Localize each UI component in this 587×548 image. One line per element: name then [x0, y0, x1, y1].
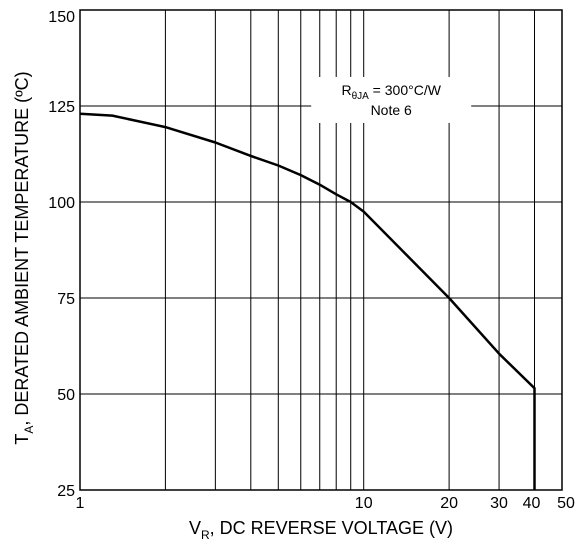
- y-tick-label: 150: [48, 9, 75, 26]
- y-tick-label: 50: [57, 387, 75, 404]
- x-tick-label: 10: [355, 495, 373, 512]
- annotation-rthja-subscript: θJA: [352, 91, 370, 102]
- annotation-box: RθJA = 300°C/W Note 6: [311, 76, 472, 123]
- annotation-note: Note 6: [371, 102, 412, 118]
- x-tick-label: 40: [523, 495, 541, 512]
- x-tick-label: 30: [490, 495, 508, 512]
- x-tick-labels: 1 10 20 30 40 50: [76, 495, 575, 512]
- series-line: [79, 112, 536, 490]
- y-tick-label: 100: [48, 195, 75, 212]
- y-tick-label: 125: [48, 99, 75, 116]
- series-group: [79, 112, 536, 490]
- x-tick-label: 50: [557, 495, 575, 512]
- y-tick-labels: 25 50 75 100 125 150: [48, 9, 75, 500]
- x-tick-label: 20: [440, 495, 458, 512]
- y-axis-label: TA, DERATED AMBIENT TEMPERATURE (ºC): [12, 71, 36, 444]
- x-axis-label: VR, DC REVERSE VOLTAGE (V): [189, 518, 453, 542]
- x-tick-label: 1: [76, 495, 85, 512]
- y-tick-label: 25: [57, 483, 75, 500]
- y-tick-label: 75: [57, 291, 75, 308]
- annotation-rthja-symbol: R: [341, 82, 351, 98]
- annotation-rthja-value: = 300°C/W: [369, 82, 442, 98]
- plot-border: [79, 9, 563, 491]
- svg-text:RθJA = 300°C/W: RθJA = 300°C/W: [341, 82, 441, 102]
